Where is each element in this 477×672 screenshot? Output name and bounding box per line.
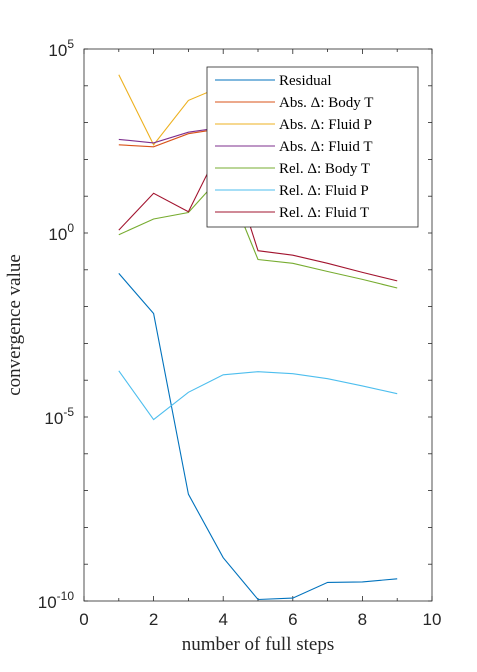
- x-tick-label: 10: [423, 610, 442, 629]
- legend-entry: Residual: [279, 73, 332, 89]
- y-tick-label: 100: [48, 221, 74, 244]
- x-tick-label: 0: [79, 610, 88, 629]
- legend-entry: Rel. Δ: Body T: [279, 161, 370, 177]
- x-tick-label: 4: [218, 610, 227, 629]
- legend-entry: Abs. Δ: Fluid T: [279, 139, 373, 155]
- x-tick-label: 8: [358, 610, 367, 629]
- x-tick-label: 2: [149, 610, 158, 629]
- series-line-7: [118, 140, 398, 282]
- x-tick-label: 6: [288, 610, 297, 629]
- series-line-5: [118, 172, 398, 289]
- series-line-1: [118, 273, 398, 601]
- y-tick-label: 105: [48, 37, 74, 60]
- y-axis-label: convergence value: [4, 254, 25, 396]
- legend-entry: Abs. Δ: Fluid P: [279, 117, 372, 133]
- legend-entry: Abs. Δ: Body T: [279, 95, 373, 111]
- y-tick-label: 10-5: [44, 405, 74, 428]
- y-tick-label: 10-10: [38, 589, 75, 612]
- legend-box: [206, 66, 419, 228]
- series-line-6: [118, 370, 398, 421]
- plot-area: 0 2 4 6 8 10 10-10 10-5 100 105 Residual Abs. Δ: Bo…: [38, 37, 442, 629]
- x-axis-label: number of full steps: [182, 634, 335, 655]
- legend-entry: Rel. Δ: Fluid P: [279, 183, 369, 199]
- legend-entry: Rel. Δ: Fluid T: [279, 205, 369, 221]
